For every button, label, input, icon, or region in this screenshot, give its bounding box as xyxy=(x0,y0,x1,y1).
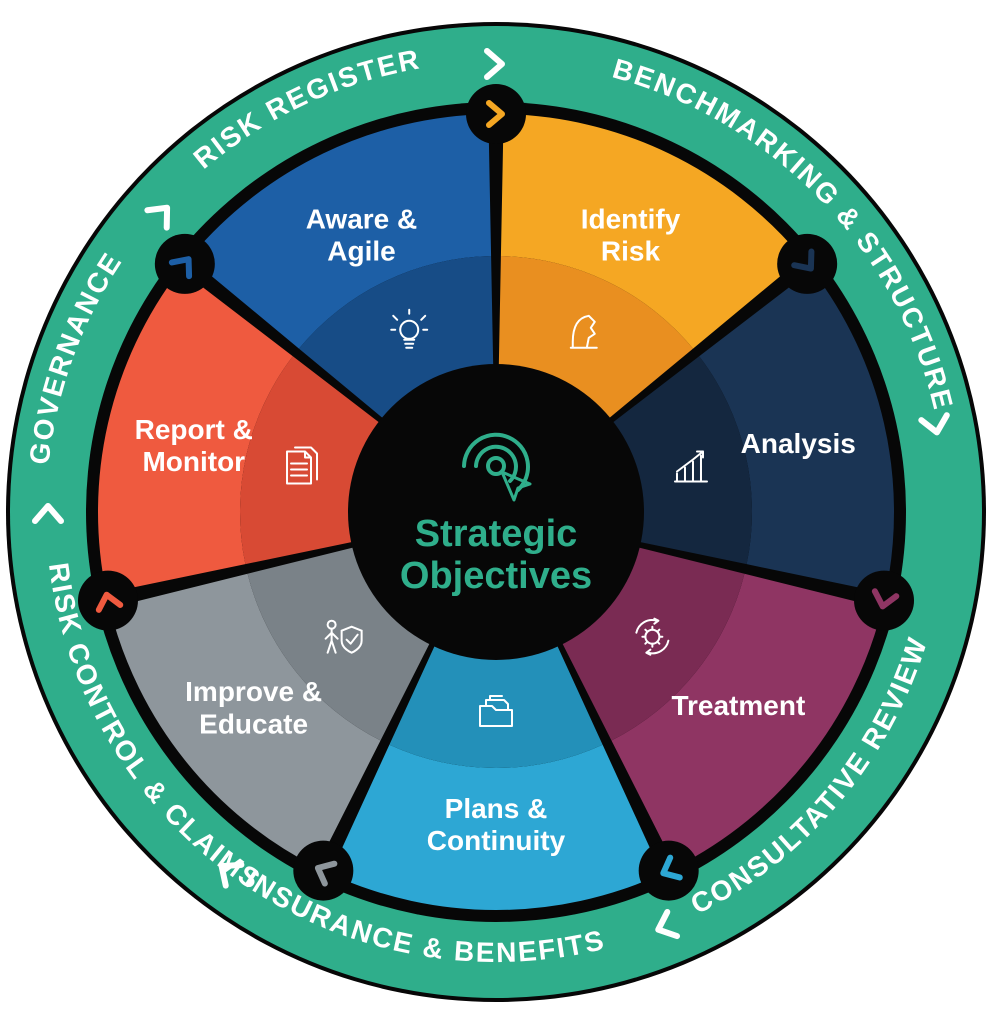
segment-chevron-badge xyxy=(155,234,215,294)
segment-report-monitor-label: Report &Monitor xyxy=(135,414,253,477)
segment-chevron-badge xyxy=(293,841,353,901)
segment-chevron-badge xyxy=(78,571,138,631)
segment-treatment-label: Treatment xyxy=(671,690,805,721)
segment-chevron-badge xyxy=(639,841,699,901)
infographic-wheel: RISK REGISTERBENCHMARKING & STRUCTURECON… xyxy=(0,0,993,1024)
center-hub xyxy=(348,364,644,660)
segment-plans-continuity-label: Plans &Continuity xyxy=(427,793,566,856)
segment-chevron-badge xyxy=(777,234,837,294)
segment-chevron-badge xyxy=(466,84,526,144)
segment-improve-educate-label: Improve &Educate xyxy=(185,676,322,739)
center-title: StrategicObjectives xyxy=(400,513,592,597)
segment-chevron-badge xyxy=(854,571,914,631)
wheel-svg: RISK REGISTERBENCHMARKING & STRUCTURECON… xyxy=(0,0,993,1024)
segment-analysis-label: Analysis xyxy=(741,428,856,459)
